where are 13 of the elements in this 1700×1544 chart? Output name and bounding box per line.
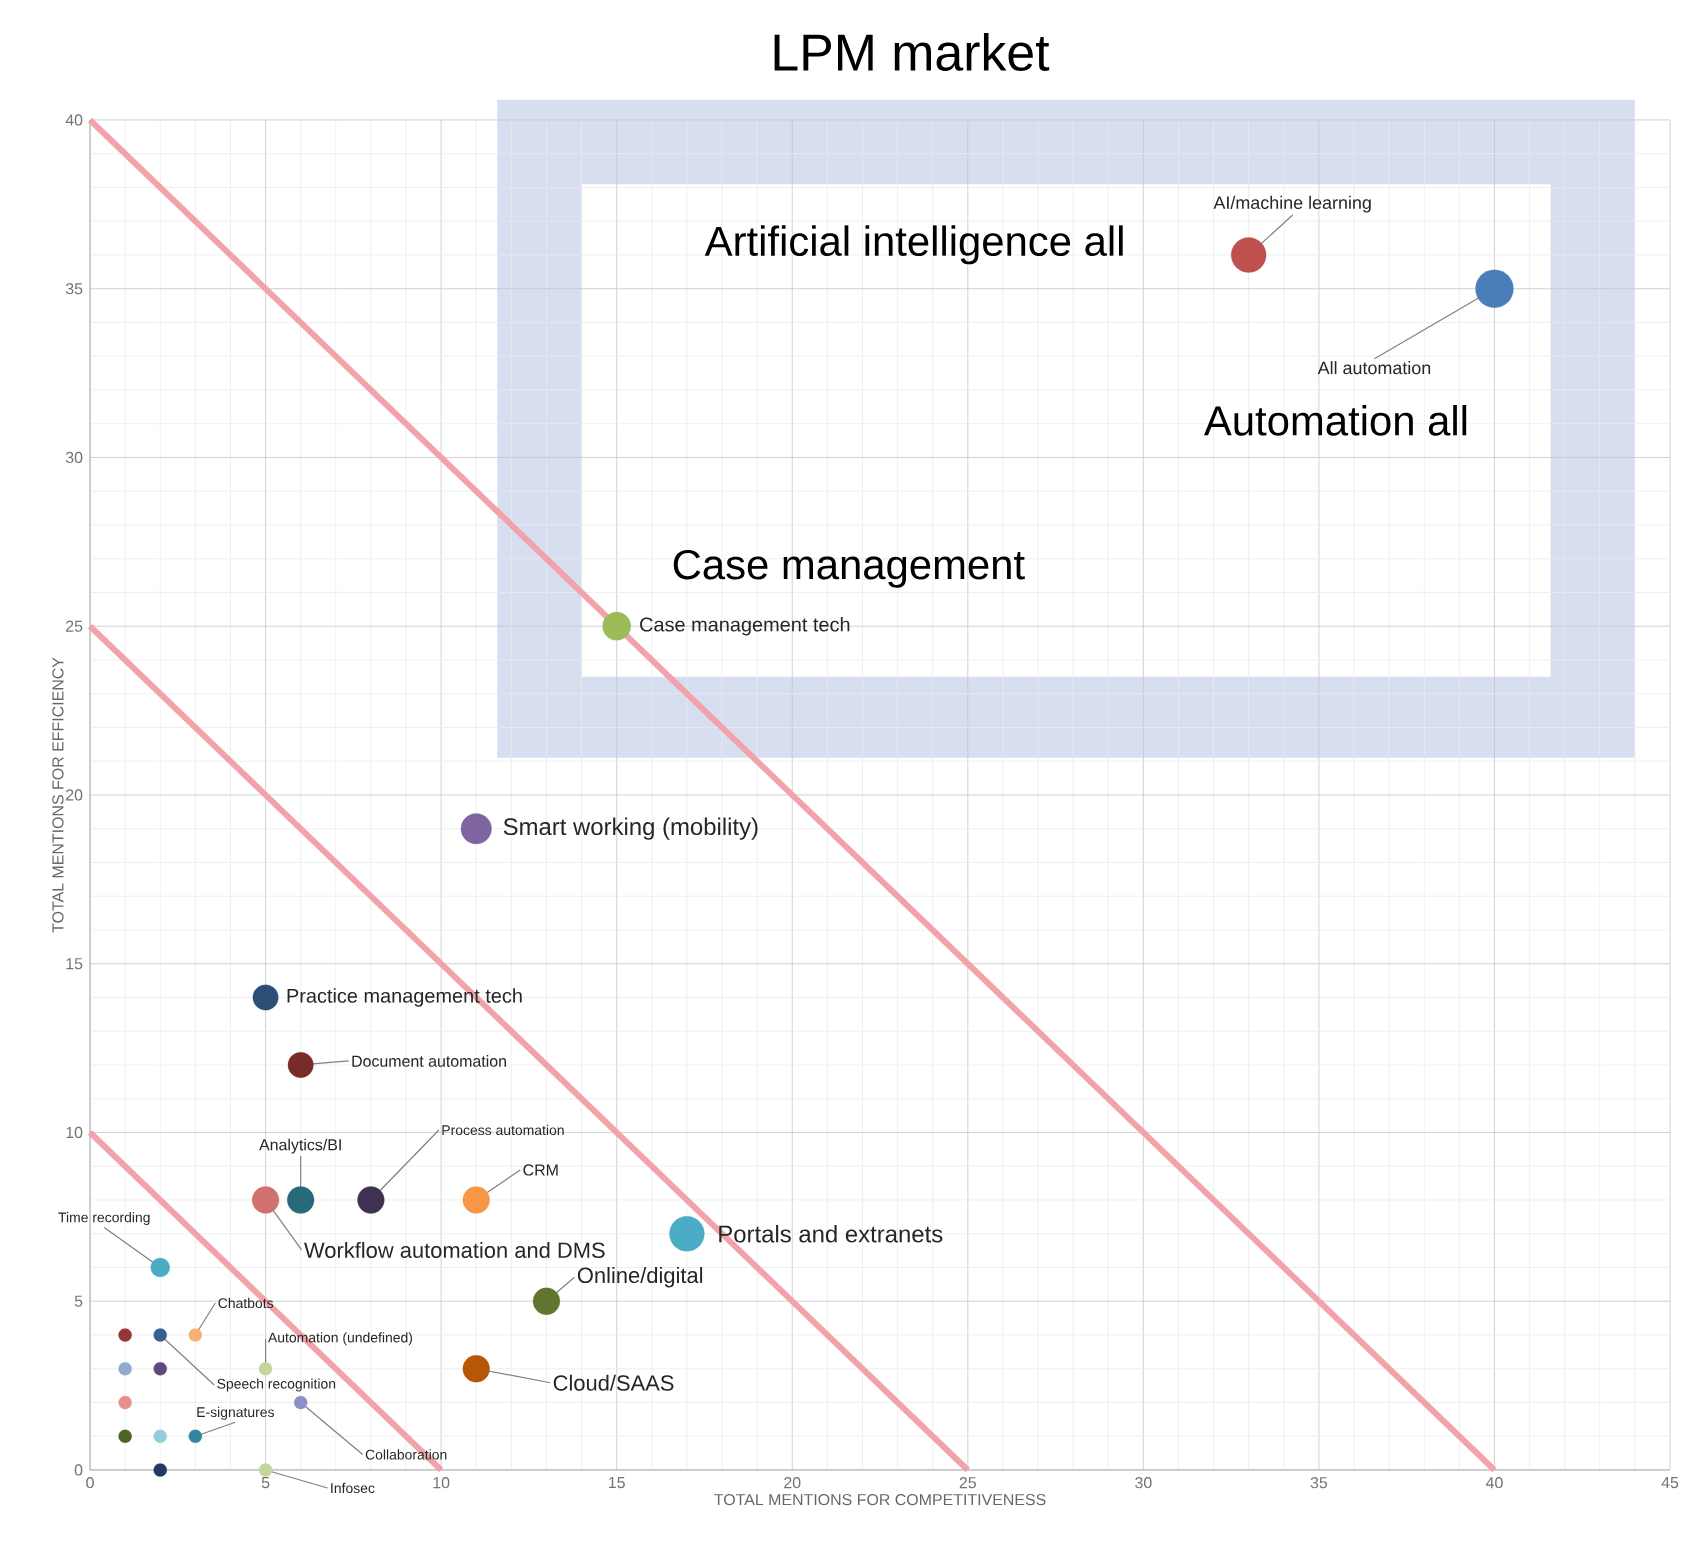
annotation: Artificial intelligence all [704,225,1123,265]
chart-title: LPM market [774,32,1050,71]
annotation: Smart working (mobility) [503,817,758,840]
annotation: Portals and extranets [719,1224,943,1243]
annotation: Cloud/SAAS [553,1374,674,1391]
annotation: AI/machine learning [1213,195,1371,213]
annotation: All automation [1317,361,1431,375]
annotation: Online/digital [577,1267,703,1288]
annotation: Case management [673,549,1025,588]
annotation: Practice management tech [287,988,522,1007]
annotation: Case management tech [640,616,850,636]
annotation: Workflow automation and DMS [304,1241,605,1259]
annotation: Automation all [1203,404,1467,436]
